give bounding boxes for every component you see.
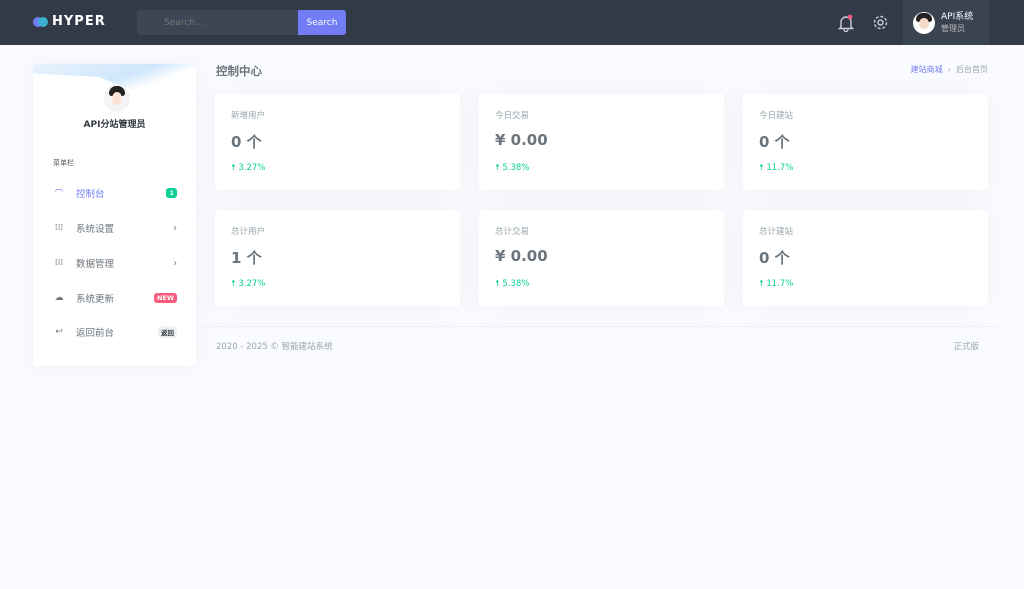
avatar [913, 11, 935, 34]
logo-text: HYPER [52, 14, 106, 29]
stat-card: 总计交易 ¥ 0.00 🠅 5.38% [479, 210, 724, 306]
sidebar-item-label: 返回前台 [76, 328, 115, 339]
breadcrumb: 建站商城 › 后台首页 [910, 65, 988, 74]
stat-label: 新增用户 [231, 111, 266, 121]
logo[interactable]: HYPER [33, 14, 106, 29]
grid-icon: ⁞⁞⁞ [54, 223, 64, 233]
stat-label: 今日建站 [759, 111, 794, 121]
divider [200, 326, 998, 327]
stat-label: 总计建站 [759, 227, 794, 237]
stat-value: ¥ 0.00 [495, 131, 548, 149]
stat-label: 总计交易 [495, 227, 530, 237]
menu-label: 菜单栏 [53, 159, 74, 167]
arrow-up-icon: 🠅 [495, 279, 500, 289]
dashboard-icon: ⌒ [54, 189, 64, 200]
arrow-up-icon: 🠅 [231, 279, 236, 289]
stat-card: 今日交易 ¥ 0.00 🠅 5.38% [479, 94, 724, 190]
stat-label: 今日交易 [495, 111, 530, 121]
chevron-right-icon: › [173, 222, 177, 234]
stat-change: 🠅 3.27% [231, 162, 265, 176]
stat-value: 0 个 [231, 133, 262, 151]
user-name: API系统 [941, 11, 974, 22]
arrow-up-icon: 🠅 [759, 163, 764, 173]
stat-value: 0 个 [759, 249, 790, 267]
stat-change-value: 3.27% [238, 279, 266, 289]
profile-avatar [104, 84, 130, 112]
page-title: 控制中心 [216, 64, 262, 78]
stat-change: 🠅 3.27% [231, 278, 265, 292]
stat-change: 🠅 5.38% [495, 162, 529, 176]
stat-change: 🠅 11.7% [759, 162, 793, 176]
stat-change-value: 3.27% [238, 163, 266, 173]
sidebar-item-update[interactable]: ☁ 系统更新 NEW [53, 288, 177, 308]
stat-card: 总计用户 1 个 🠅 3.27% [215, 210, 460, 306]
sidebar-item-label: 数据管理 [76, 259, 115, 270]
return-icon: ↩ [55, 327, 63, 337]
sidebar-item-frontend[interactable]: ↩ 返回前台 返回 [53, 322, 177, 342]
chevron-right-icon: › [173, 257, 177, 269]
sidebar-item-settings[interactable]: ⁞⁞⁞ 系统设置 › [53, 218, 177, 238]
search-input[interactable] [137, 10, 298, 35]
sidebar: API分站管理员 菜单栏 ⌒ 控制台 1 ⁞⁞⁞ 系统设置 › ⁞⁞⁞ 数据管理 › ☁ 系… [33, 64, 196, 366]
breadcrumb-link[interactable]: 建站商城 [910, 65, 943, 74]
sidebar-item-dashboard[interactable]: ⌒ 控制台 1 [53, 183, 177, 203]
grid-icon: ⁞⁞⁞ [54, 258, 64, 268]
stat-change-value: 11.7% [766, 279, 794, 289]
sidebar-item-data[interactable]: ⁞⁞⁞ 数据管理 › [53, 253, 177, 273]
user-role: 管理员 [941, 23, 965, 33]
gear-icon[interactable] [872, 14, 889, 31]
bell-icon[interactable] [838, 14, 854, 32]
stat-label: 总计用户 [231, 227, 266, 237]
breadcrumb-current: 后台首页 [956, 65, 988, 74]
sidebar-item-label: 系统更新 [76, 294, 115, 305]
count-badge: 1 [166, 188, 177, 198]
search-button[interactable]: Search [298, 10, 346, 35]
stat-change: 🠅 5.38% [495, 278, 529, 292]
profile-name: API分站管理员 [83, 120, 146, 130]
stat-value: 1 个 [231, 249, 262, 267]
cloud-icon: ☁ [54, 293, 64, 303]
stat-value: ¥ 0.00 [495, 247, 548, 265]
stat-card: 今日建站 0 个 🠅 11.7% [743, 94, 988, 190]
stat-change: 🠅 11.7% [759, 278, 793, 292]
sidebar-item-label: 控制台 [76, 189, 105, 200]
stat-card: 总计建站 0 个 🠅 11.7% [743, 210, 988, 306]
search-bar: Search [137, 10, 346, 35]
new-badge: NEW [153, 293, 177, 303]
user-menu[interactable]: API系统 管理员 [903, 0, 989, 45]
arrow-up-icon: 🠅 [495, 163, 500, 173]
stat-change-value: 11.7% [766, 163, 794, 173]
arrow-up-icon: 🠅 [231, 163, 236, 173]
sidebar-item-label: 系统设置 [76, 224, 115, 235]
footer-version: 正式版 [953, 342, 979, 352]
stat-card: 新增用户 0 个 🠅 3.27% [215, 94, 460, 190]
stat-value: 0 个 [759, 133, 790, 151]
footer-copyright: 2020 - 2025 © 智能建站系统 [216, 342, 333, 352]
return-badge: 返回 [158, 326, 177, 338]
arrow-up-icon: 🠅 [759, 279, 764, 289]
stat-change-value: 5.38% [502, 163, 530, 173]
stat-change-value: 5.38% [502, 279, 530, 289]
logo-icon [33, 16, 49, 27]
